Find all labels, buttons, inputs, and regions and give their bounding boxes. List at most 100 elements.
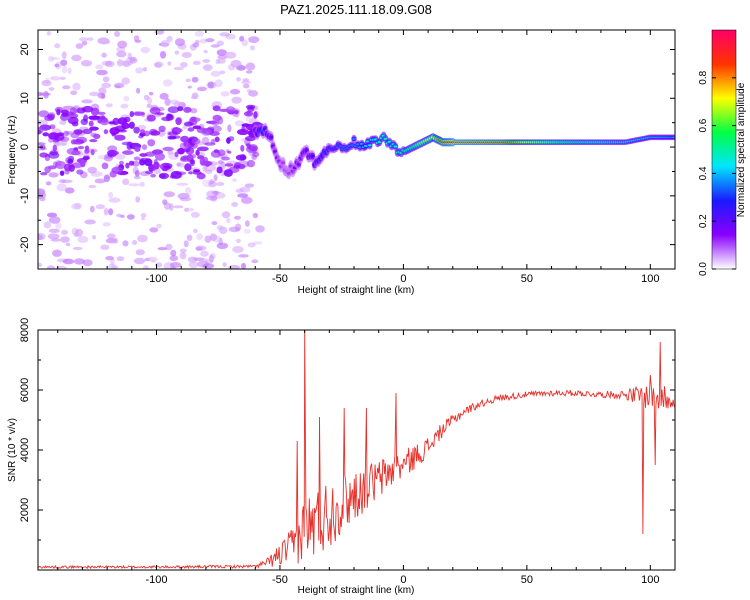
spectrogram-noise-blob (77, 236, 89, 243)
spectrogram-band-blob (145, 170, 154, 175)
spectrogram-noise-blob (52, 249, 62, 257)
spectrogram-band-blob (167, 106, 180, 114)
spectrogram-noise-blob (200, 250, 209, 257)
spectrogram-noise-blob (246, 89, 252, 93)
spectrogram-noise-blob (160, 39, 170, 48)
spectrogram-band-blob (128, 121, 135, 129)
spectrogram-noise-blob (39, 196, 46, 202)
spectrogram-noise-blob (202, 179, 213, 187)
spectrogram-band-blob (163, 165, 171, 169)
spectrogram-noise-blob (81, 152, 92, 156)
spectrogram-band-blob (67, 116, 79, 125)
spectrogram-noise-blob (62, 258, 75, 265)
spectrogram-band-blob (217, 149, 226, 156)
spectrogram-noise-blob (202, 64, 213, 71)
spectrogram-noise-blob (61, 51, 67, 60)
spectrogram-noise-blob (159, 51, 167, 59)
spectrogram-band-blob (210, 119, 220, 126)
spectrogram-noise-blob (237, 193, 249, 198)
spectrogram-noise-blob (211, 221, 218, 226)
spectrogram-noise-blob (179, 252, 187, 260)
spectrogram-noise-blob (217, 160, 224, 165)
spectrogram-noise-blob (199, 38, 208, 44)
spectrogram-ridge-core (280, 161, 285, 165)
spectrogram-noise-blob (238, 254, 249, 258)
figure-title: PAZ1.2025.111.18.09.G08 (280, 2, 432, 17)
spectrogram-band-blob (187, 127, 195, 132)
spectrogram-noise-blob (157, 247, 168, 251)
spectrogram-band-blob (38, 142, 46, 146)
spectrogram-band-blob (67, 158, 74, 164)
spectrogram-noise-blob (227, 124, 232, 133)
spectrogram-noise-blob (87, 37, 94, 41)
spectrogram-band-blob (47, 113, 55, 120)
spectrogram-noise-blob (222, 262, 227, 267)
spectrogram-band-blob (69, 107, 77, 115)
spectrogram-band-blob (227, 136, 235, 142)
spectrogram-band-blob (235, 154, 247, 161)
spectrogram-band-blob (55, 161, 66, 169)
spectrogram-noise-blob (110, 258, 115, 266)
spectrogram-noise-blob (45, 181, 52, 186)
spectrogram-noise-blob (92, 235, 96, 240)
spectrogram-noise-blob (211, 125, 222, 133)
spectrogram-band-blob (90, 149, 95, 156)
spectrogram-band-blob (191, 154, 197, 159)
spectrogram-noise-blob (247, 242, 256, 248)
spectrogram-ridge-core (286, 171, 291, 175)
spectrogram-band-blob (122, 150, 134, 155)
spectrogram-noise-blob (147, 97, 153, 105)
spectrogram-noise-blob (248, 90, 259, 97)
spectrogram-noise-blob (115, 154, 126, 160)
spectrogram-noise-blob (232, 178, 237, 182)
spectrogram-noise-blob (205, 38, 215, 43)
snr-x-axis-label: Height of straight line (km) (298, 585, 415, 596)
x-tick-label: 0 (400, 273, 406, 285)
spectrogram-band-blob (159, 173, 166, 179)
spectrogram-noise-blob (229, 88, 241, 95)
spectrogram-noise-blob (209, 233, 218, 241)
spectrogram-band-blob (196, 172, 206, 180)
spectrogram-band-blob (38, 129, 42, 135)
spectrogram-band-blob (52, 139, 60, 143)
spectrogram-noise-blob (38, 91, 44, 97)
spectrogram-noise-blob (80, 60, 93, 67)
spectrogram-band-blob (201, 128, 212, 136)
spectrogram-noise-blob (46, 265, 56, 269)
colorbar-ticks: 0.0 0.2 0.4 0.6 0.8 (698, 70, 736, 276)
spectrogram-noise-blob (216, 49, 227, 56)
spectrogram-noise-blob (184, 207, 189, 212)
spectrogram-noise-blob (38, 234, 44, 241)
spectrogram-noise-blob (202, 59, 211, 63)
spectrogram-band-blob (38, 110, 49, 118)
spectrogram-noise-blob (113, 82, 125, 89)
spectrogram-noise-blob (55, 222, 62, 230)
spectrogram-band-blob (93, 133, 101, 139)
spectrogram-band-blob (174, 128, 183, 133)
y-tick-label: 0 (19, 144, 31, 150)
spectrogram-noise-blob (209, 179, 215, 185)
spectrogram-band-blob (189, 159, 195, 165)
spectrogram-noise-blob (214, 190, 218, 197)
spectrogram-band-blob (223, 169, 233, 177)
spectrogram-band-blob (125, 162, 130, 169)
spectrogram-band-blob (204, 142, 216, 146)
spectrogram-noise-blob (72, 82, 81, 91)
spectrogram-noise-blob (214, 79, 223, 88)
spectrogram-noise-blob (134, 39, 142, 43)
spectrogram-noise-blob (135, 67, 144, 74)
spectrogram-noise-blob (241, 196, 253, 204)
spectrogram-noise-blob (54, 63, 60, 68)
colorbar-tick-label: 0.0 (698, 262, 709, 276)
x-tick-label: 50 (521, 574, 533, 586)
spectrogram-noise-blob (194, 30, 205, 37)
spectrogram-noise-blob (198, 257, 208, 263)
spectrogram-noise-blob (137, 234, 148, 243)
spectrogram-noise-blob (241, 39, 248, 47)
spectrogram-band-blob (100, 115, 106, 120)
spectrogram-noise-blob (114, 85, 121, 89)
spectrogram-noise-blob (191, 92, 199, 100)
spectrogram-band-blob (246, 104, 256, 110)
x-tick-label: -100 (145, 273, 167, 285)
